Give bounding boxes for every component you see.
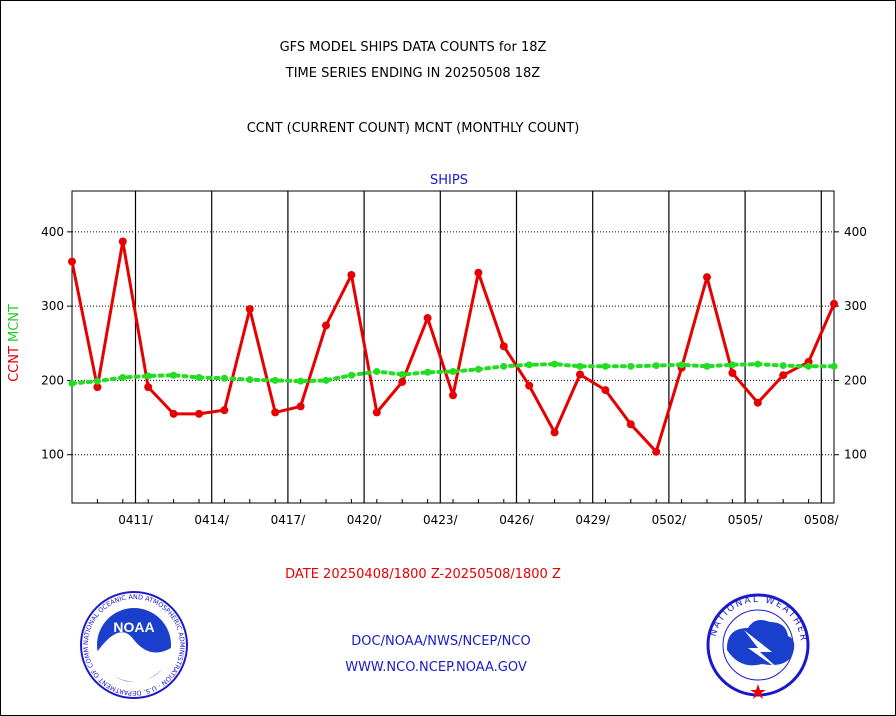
data-point-mcnt	[728, 361, 736, 369]
y-tick-label-right: 100	[844, 448, 867, 462]
data-point-mcnt	[779, 362, 787, 370]
data-point-mcnt	[220, 374, 228, 382]
data-point-ccnt	[398, 377, 407, 386]
x-tick-label: 0429/	[575, 513, 611, 527]
y-tick-label-right: 200	[844, 373, 867, 387]
data-point-ccnt	[499, 342, 508, 351]
x-tick-label: 0417/	[271, 513, 307, 527]
data-point-mcnt	[144, 372, 152, 380]
data-point-ccnt	[144, 383, 153, 392]
data-point-mcnt	[68, 379, 76, 387]
data-point-ccnt	[779, 371, 788, 380]
data-point-mcnt	[424, 368, 432, 376]
data-point-mcnt	[347, 371, 355, 379]
data-point-mcnt	[195, 373, 203, 381]
data-point-mcnt	[525, 361, 533, 369]
x-tick-label: 0423/	[423, 513, 459, 527]
date-range-label: DATE 20250408/1800 Z-20250508/1800 Z	[285, 567, 561, 582]
data-point-mcnt	[500, 362, 508, 370]
data-point-ccnt	[550, 428, 559, 437]
data-point-mcnt	[678, 361, 686, 369]
data-point-ccnt	[271, 408, 280, 417]
data-point-mcnt	[805, 362, 813, 370]
data-point-mcnt	[703, 362, 711, 370]
data-point-mcnt	[474, 365, 482, 373]
data-point-ccnt	[474, 268, 483, 277]
data-point-ccnt	[525, 381, 534, 390]
y-tick-label-right: 400	[844, 225, 867, 239]
y-tick-label-left: 400	[41, 225, 64, 239]
svg-text:NATIONAL OCEANIC AND ATMOSPHER: NATIONAL OCEANIC AND ATMOSPHERIC ADMINIS…	[0, 0, 186, 697]
data-point-ccnt	[830, 299, 838, 308]
x-tick-label: 0505/	[728, 513, 764, 527]
data-point-mcnt	[551, 360, 559, 368]
data-point-mcnt	[170, 371, 178, 379]
x-tick-label: 0508/	[804, 513, 840, 527]
header-line-3: CCNT (CURRENT COUNT) MCNT (MONTHLY COUNT…	[247, 121, 580, 136]
data-point-ccnt	[220, 406, 229, 415]
data-point-mcnt	[373, 368, 381, 376]
noaa-logo-text: NOAA	[113, 619, 154, 635]
data-point-mcnt	[601, 362, 609, 370]
x-tick-label: 0426/	[499, 513, 535, 527]
data-point-ccnt	[118, 237, 127, 246]
data-point-mcnt	[246, 376, 254, 384]
data-point-ccnt	[195, 409, 203, 418]
plot-area: 100 100 200 200 300 300 400 400 0411/0414/0417/0…	[41, 190, 867, 527]
data-point-ccnt	[68, 257, 76, 266]
y-tick-label-right: 300	[844, 299, 867, 313]
y-tick-label-left: 200	[41, 373, 64, 387]
plot-border	[71, 190, 835, 504]
data-point-ccnt	[93, 383, 102, 392]
nws-ring-text: NATIONAL WEATHER SERVICE	[0, 0, 806, 643]
data-point-ccnt	[322, 321, 330, 330]
data-point-ccnt	[372, 408, 381, 417]
data-point-ccnt	[601, 386, 610, 395]
header-line-1: GFS MODEL SHIPS DATA COUNTS for 18Z	[280, 40, 547, 55]
noaa-logo: NOAA NATIONAL OCEANIC AND ATMOSPHERIC AD…	[0, 0, 188, 699]
x-tick-label: 0502/	[652, 513, 688, 527]
data-point-mcnt	[271, 376, 279, 384]
data-point-ccnt	[449, 391, 457, 400]
data-point-ccnt	[576, 370, 584, 379]
chart-title: SHIPS	[430, 173, 468, 188]
x-tick-label: 0411/	[118, 513, 154, 527]
data-point-mcnt	[322, 376, 330, 384]
data-point-mcnt	[398, 370, 406, 378]
data-point-ccnt	[169, 409, 178, 418]
data-point-ccnt	[652, 447, 661, 456]
y-tick-label-left: 300	[41, 299, 64, 313]
data-point-mcnt	[449, 368, 457, 376]
data-point-ccnt	[728, 369, 737, 377]
y-tick-label-left: 100	[41, 448, 64, 462]
data-point-mcnt	[830, 362, 838, 370]
website-text: WWW.NCO.NCEP.NOAA.GOV	[345, 660, 527, 675]
org-path-text: DOC/NOAA/NWS/NCEP/NCO	[351, 634, 530, 649]
x-tick-label: 0414/	[194, 513, 230, 527]
data-point-mcnt	[627, 362, 635, 370]
data-point-mcnt	[576, 362, 584, 370]
data-point-ccnt	[703, 273, 711, 282]
data-point-mcnt	[754, 360, 762, 368]
data-point-ccnt	[753, 398, 762, 407]
y-axis-label: CCNT MCNT	[7, 304, 22, 382]
data-point-mcnt	[297, 377, 305, 385]
data-point-ccnt	[347, 270, 356, 279]
x-tick-label: 0420/	[347, 513, 383, 527]
y-label-ccnt: CCNT	[7, 346, 22, 382]
data-point-ccnt	[245, 305, 254, 314]
data-point-mcnt	[93, 377, 101, 385]
noaa-ring-text: NATIONAL OCEANIC AND ATMOSPHERIC ADMINIS…	[0, 0, 186, 697]
svg-text:NATIONAL WEATHER SERVICE: NATIONAL WEATHER SERVICE	[0, 0, 806, 643]
data-point-mcnt	[652, 362, 660, 370]
series-line-ccnt	[70, 240, 836, 454]
header-line-2: TIME SERIES ENDING IN 20250508 18Z	[285, 66, 541, 81]
data-point-ccnt	[626, 420, 635, 429]
data-point-ccnt	[296, 402, 305, 411]
y-label-mcnt: MCNT	[7, 304, 22, 342]
data-point-mcnt	[119, 373, 127, 381]
data-point-ccnt	[423, 314, 432, 323]
